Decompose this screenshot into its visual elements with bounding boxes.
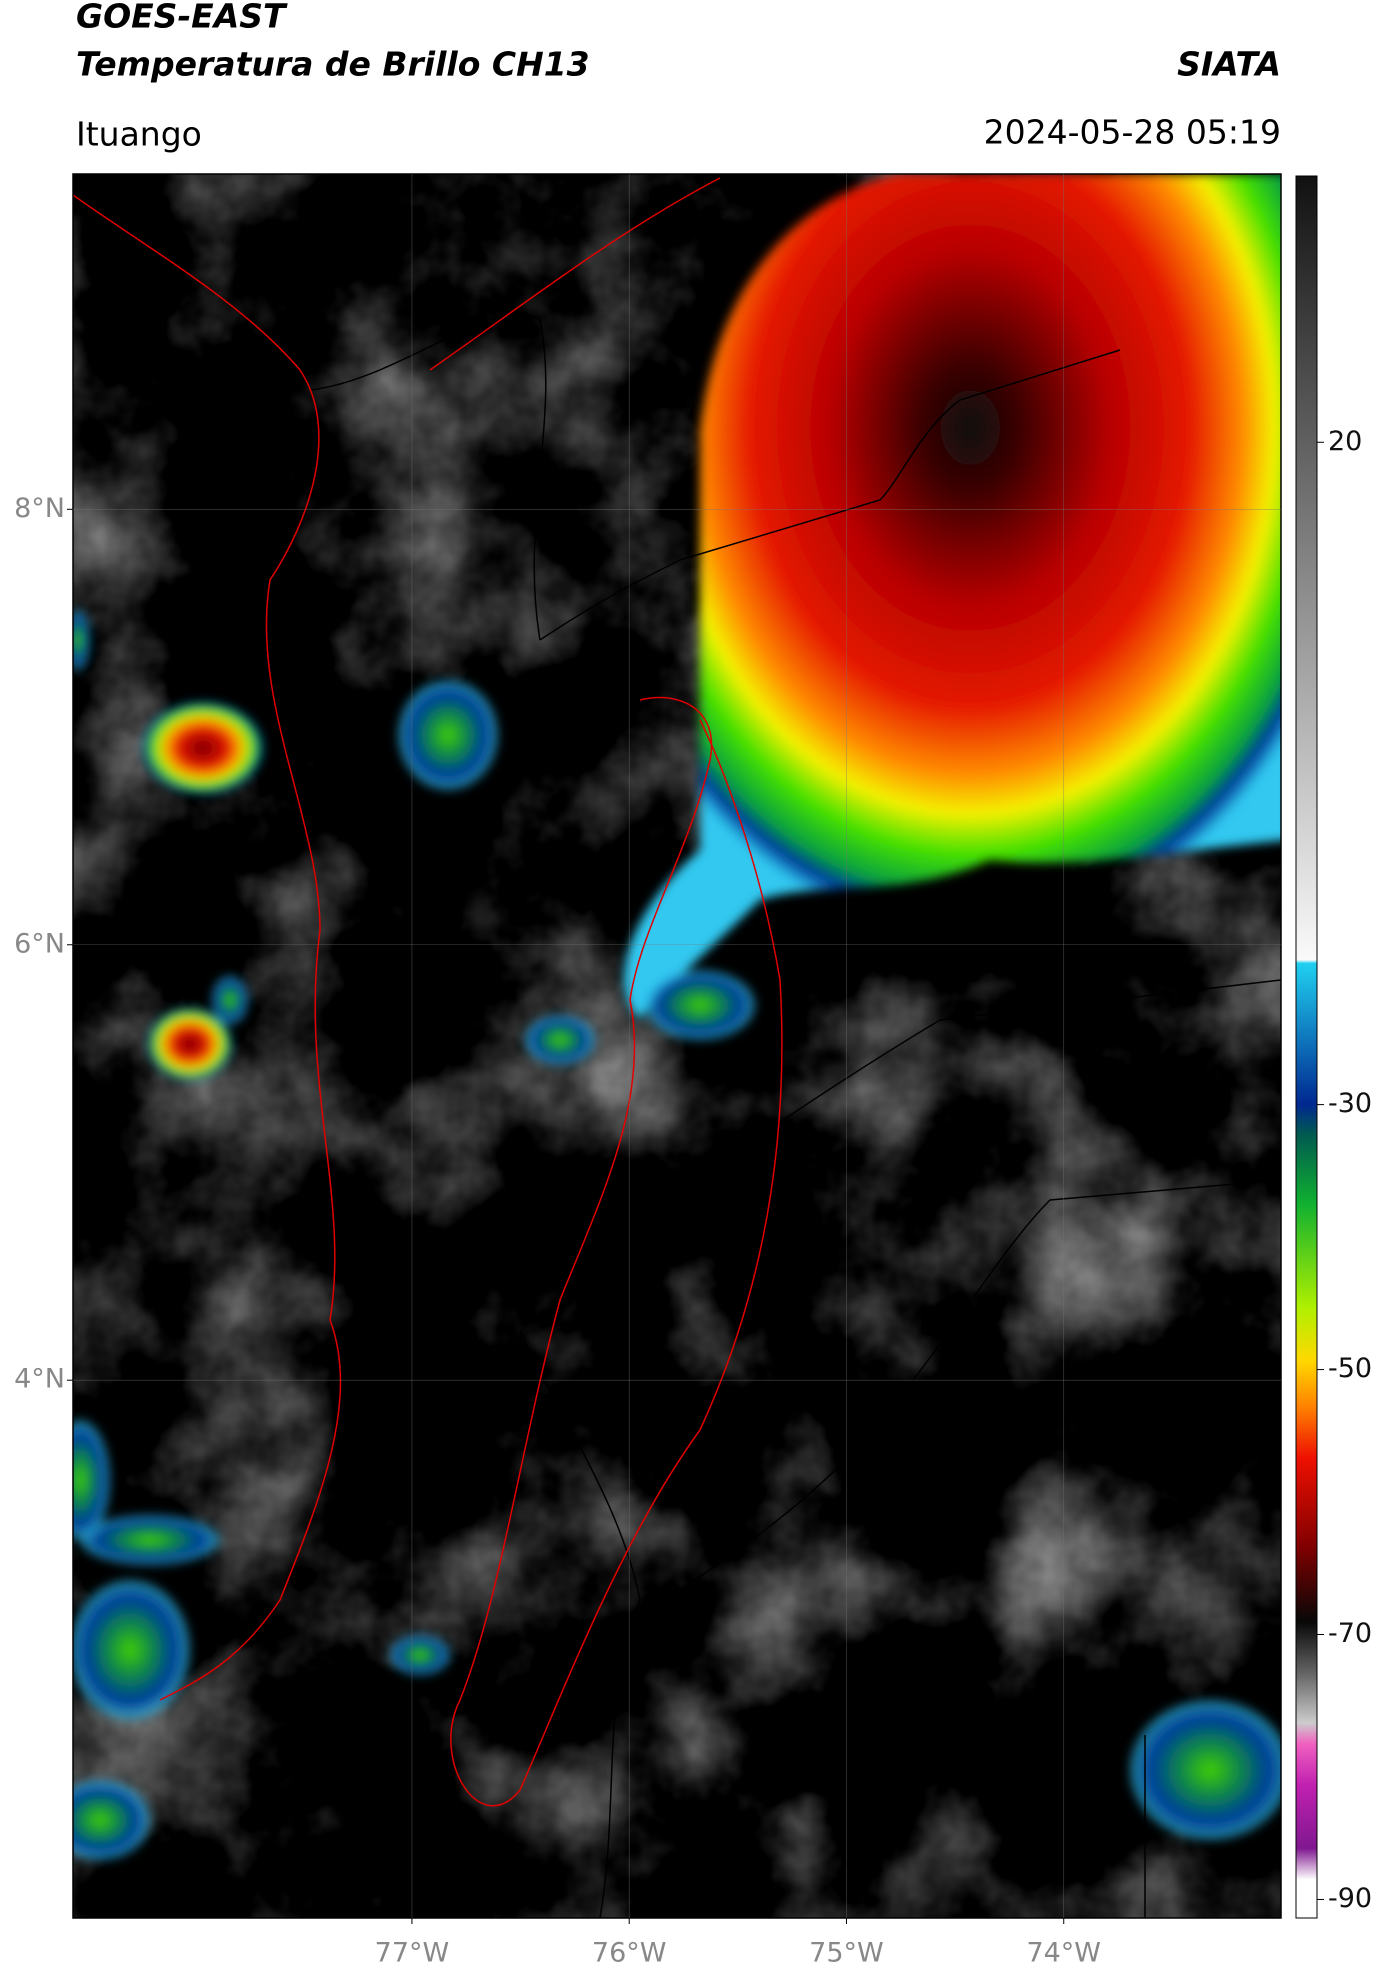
x-tick-label: 76°W: [592, 1938, 667, 1969]
location: Ituango: [76, 115, 202, 154]
map-frame: [72, 173, 1282, 1919]
title: Temperatura de Brillo CH13: [76, 45, 590, 84]
y-tick-label: 4°N: [14, 1364, 65, 1395]
colorbar-tick-label: 20: [1328, 426, 1362, 457]
organization: SIATA: [1177, 45, 1281, 84]
satellite-image: [73, 174, 1281, 1918]
title: GOES-EAST: [76, 0, 288, 36]
colorbar-tick-label: -50: [1328, 1353, 1372, 1384]
x-tick-label: 74°W: [1026, 1938, 1101, 1969]
datetime: 2024-05-28 05:19: [984, 113, 1281, 152]
colorbar-tick-label: -30: [1328, 1088, 1372, 1119]
colorbar-tick-label: -90: [1328, 1883, 1372, 1914]
y-tick-label: 6°N: [14, 928, 65, 959]
y-tick-label: 8°N: [14, 493, 65, 524]
colorbar: [1295, 175, 1318, 1919]
x-tick-label: 75°W: [809, 1938, 884, 1969]
x-tick-label: 77°W: [375, 1938, 450, 1969]
colorbar-tick-label: -70: [1328, 1618, 1372, 1649]
